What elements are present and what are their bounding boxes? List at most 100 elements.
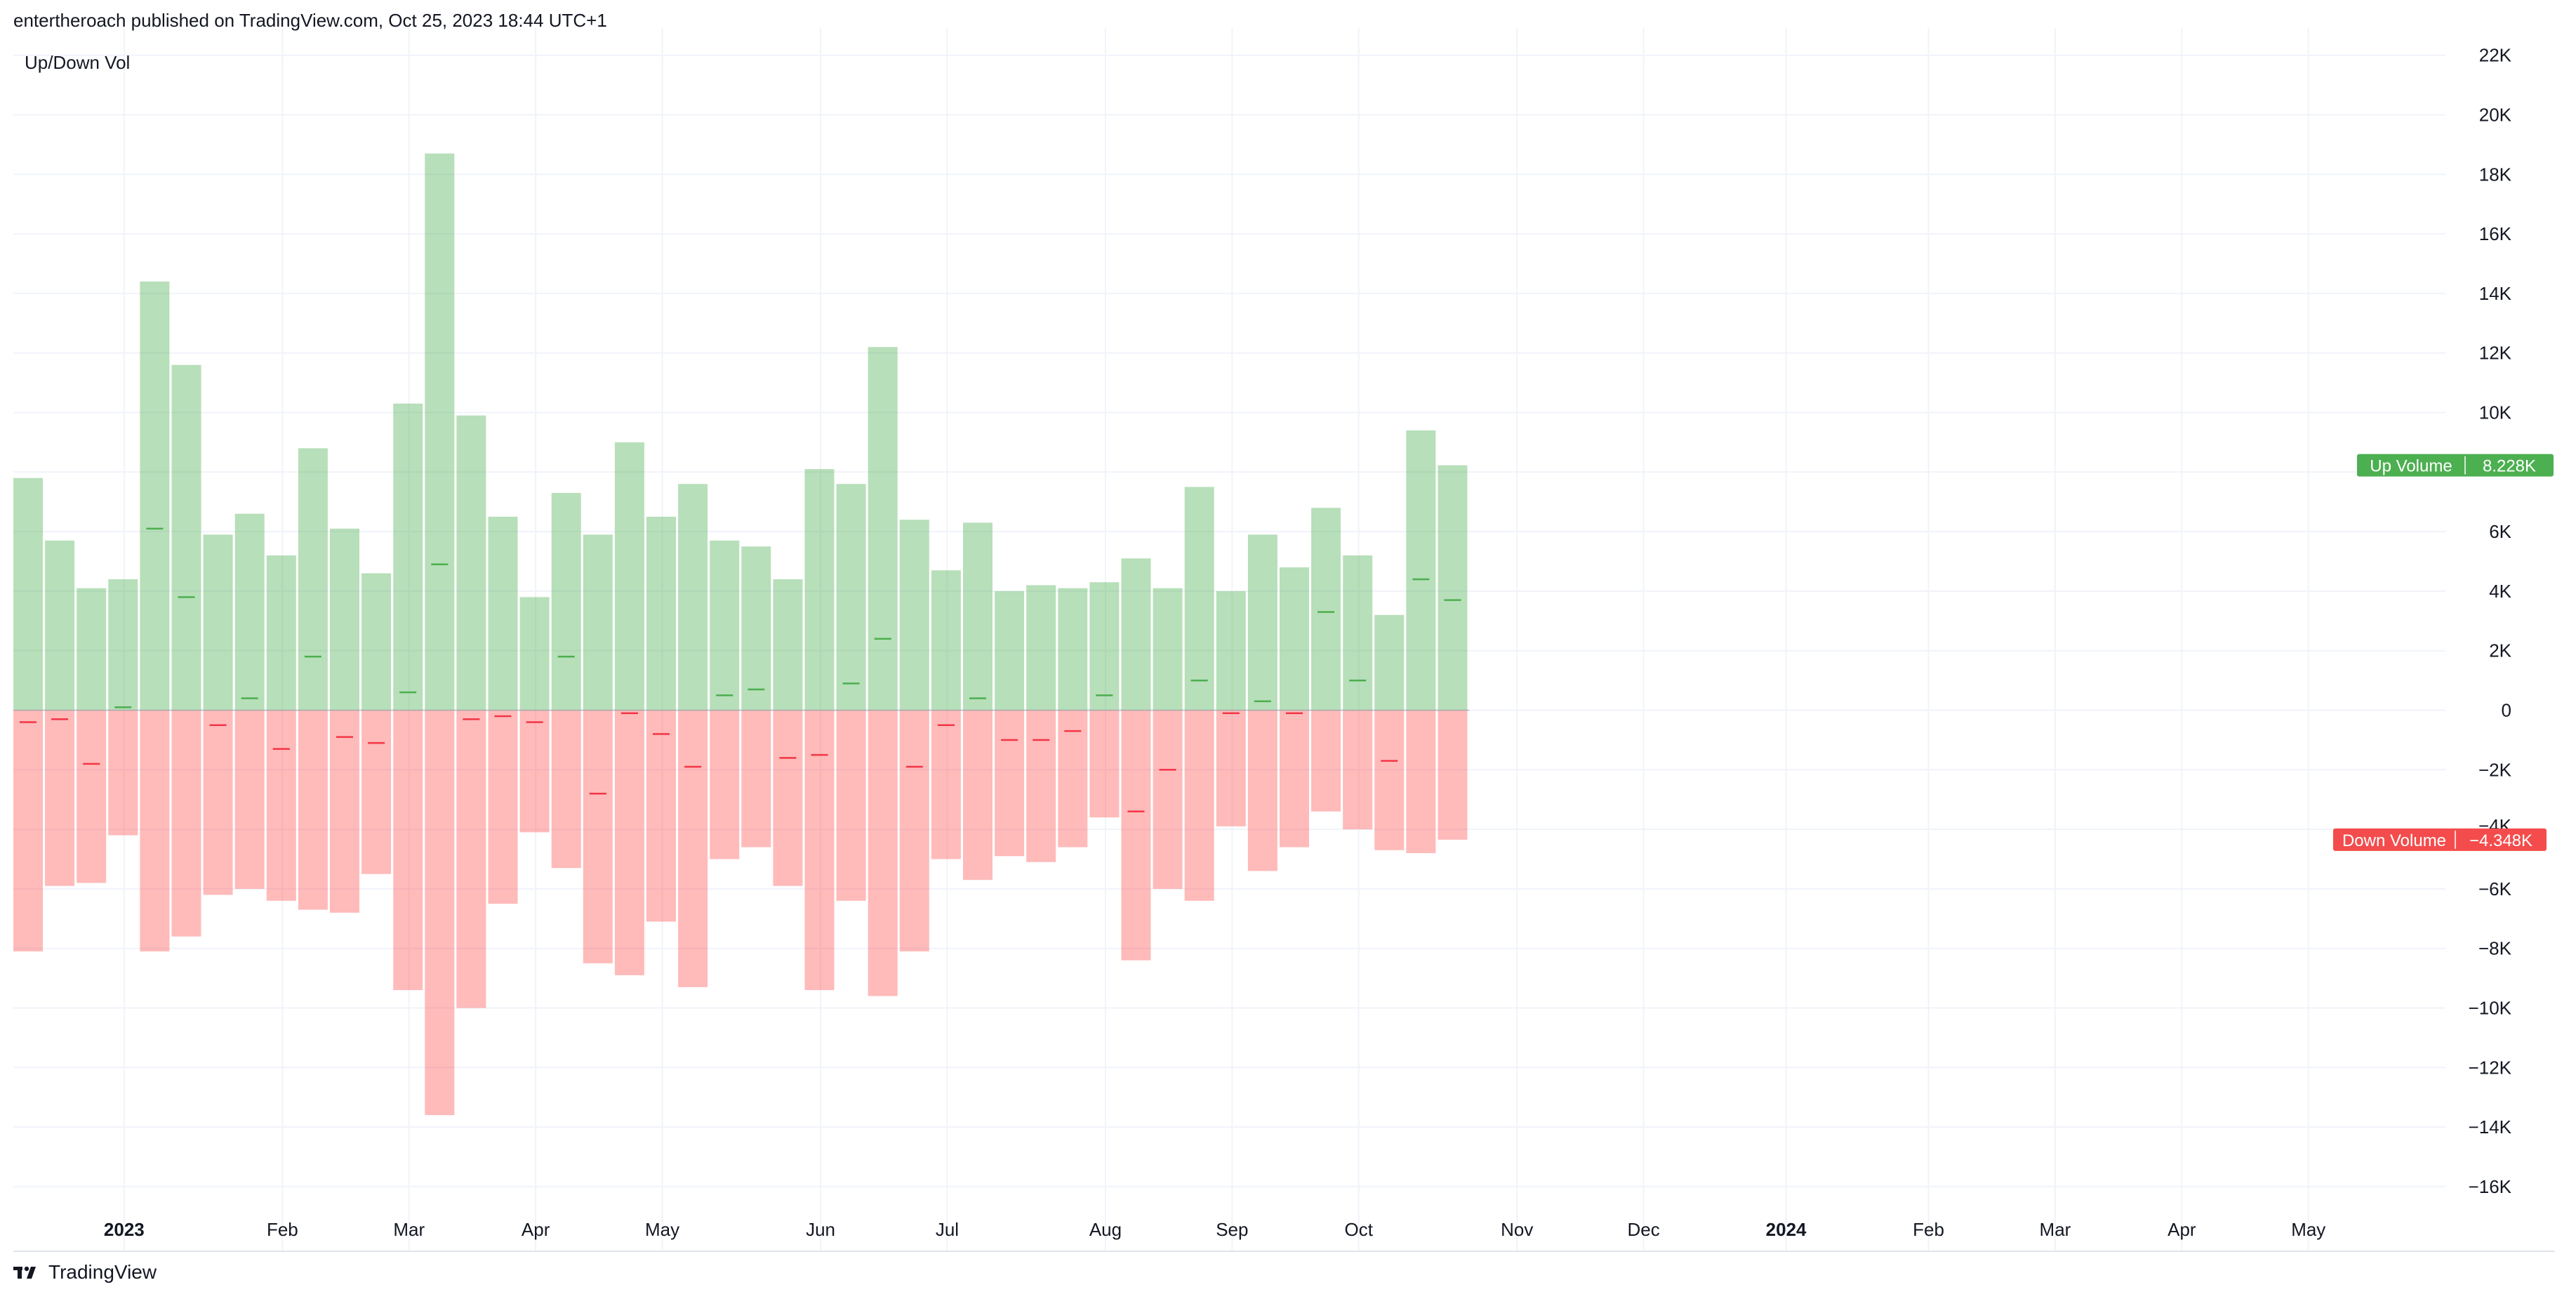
up-volume-bar[interactable] — [1058, 588, 1088, 711]
up-volume-bar[interactable] — [1311, 508, 1341, 711]
up-volume-bar[interactable] — [646, 516, 676, 711]
up-volume-bar[interactable] — [1121, 558, 1151, 711]
up-volume-bar[interactable] — [741, 546, 771, 711]
indicator-title[interactable]: Up/Down Vol — [25, 52, 130, 73]
down-volume-bar[interactable] — [551, 710, 581, 869]
up-volume-bar[interactable] — [1280, 567, 1309, 711]
up-volume-bar[interactable] — [710, 540, 740, 711]
up-volume-bar[interactable] — [1406, 430, 1436, 711]
down-volume-bar[interactable] — [1026, 710, 1056, 862]
down-volume-bar[interactable] — [171, 710, 201, 937]
up-volume-bar[interactable] — [931, 570, 961, 711]
up-volume-bar[interactable] — [108, 579, 138, 711]
down-volume-bar[interactable] — [361, 710, 392, 874]
up-volume-bar[interactable] — [77, 588, 107, 711]
down-volume-bar[interactable] — [899, 710, 929, 951]
up-volume-bar[interactable] — [45, 540, 75, 711]
down-volume-bar[interactable] — [1058, 710, 1088, 848]
up-volume-bar[interactable] — [519, 597, 550, 711]
footer-brand[interactable]: TradingView — [48, 1261, 157, 1283]
up-volume-bar[interactable] — [140, 281, 170, 711]
down-volume-bar[interactable] — [995, 710, 1025, 857]
up-volume-bar[interactable] — [1438, 465, 1468, 711]
x-tick-label: Jul — [936, 1219, 959, 1240]
up-volume-bar[interactable] — [171, 364, 201, 711]
down-volume-bar[interactable] — [140, 710, 170, 951]
down-volume-bar[interactable] — [1280, 710, 1309, 848]
up-volume-bar[interactable] — [393, 403, 423, 711]
down-volume-bar[interactable] — [1247, 710, 1277, 871]
x-tick-label: Dec — [1628, 1219, 1660, 1240]
down-volume-bar[interactable] — [13, 710, 43, 951]
down-volume-bar[interactable] — [456, 710, 486, 1008]
down-volume-bar[interactable] — [1121, 710, 1151, 961]
down-volume-bar[interactable] — [425, 710, 455, 1116]
down-volume-bar[interactable] — [1089, 710, 1120, 818]
down-volume-bar[interactable] — [45, 710, 75, 886]
down-volume-bar[interactable] — [614, 710, 644, 975]
up-volume-bar[interactable] — [1216, 591, 1246, 711]
up-volume-bar[interactable] — [1184, 487, 1214, 711]
up-volume-bar[interactable] — [330, 528, 359, 711]
down-volume-bar[interactable] — [836, 710, 866, 901]
publish-header: entertheroach published on TradingView.c… — [13, 10, 607, 31]
down-volume-bar[interactable] — [963, 710, 992, 881]
up-volume-bar[interactable] — [678, 484, 708, 711]
up-volume-bar[interactable] — [361, 573, 392, 711]
down-volume-bar[interactable] — [234, 710, 265, 889]
down-volume-bar[interactable] — [203, 710, 233, 895]
down-volume-bar[interactable] — [1406, 710, 1436, 854]
down-volume-bar[interactable] — [583, 710, 613, 963]
down-volume-bar[interactable] — [646, 710, 676, 922]
down-volume-bar[interactable] — [108, 710, 138, 836]
down-volume-bar[interactable] — [741, 710, 771, 848]
down-volume-bar[interactable] — [1374, 710, 1405, 850]
down-volume-bar[interactable] — [77, 710, 107, 883]
down-volume-bar[interactable] — [710, 710, 740, 859]
down-volume-bar[interactable] — [519, 710, 550, 833]
up-volume-bar[interactable] — [804, 469, 835, 711]
up-volume-bar[interactable] — [456, 415, 486, 711]
up-volume-bar[interactable] — [995, 591, 1025, 711]
up-volume-bar[interactable] — [425, 153, 455, 711]
up-volume-bar[interactable] — [963, 522, 992, 711]
down-volume-bar[interactable] — [488, 710, 518, 904]
up-volume-bar[interactable] — [234, 513, 265, 711]
down-volume-bar[interactable] — [804, 710, 835, 991]
up-volume-bar[interactable] — [266, 555, 296, 711]
down-volume-bar[interactable] — [1343, 710, 1373, 830]
down-volume-bar[interactable] — [1216, 710, 1246, 826]
down-volume-bar[interactable] — [266, 710, 296, 901]
down-volume-bar[interactable] — [773, 710, 803, 886]
down-volume-bar[interactable] — [393, 710, 423, 991]
up-volume-bar[interactable] — [614, 442, 644, 711]
up-volume-bar[interactable] — [488, 516, 518, 711]
up-volume-bar[interactable] — [1247, 534, 1277, 711]
down-volume-bar[interactable] — [931, 710, 961, 859]
up-volume-bar[interactable] — [1343, 555, 1373, 711]
down-volume-bar[interactable] — [1153, 710, 1183, 889]
up-volume-bar[interactable] — [836, 484, 866, 711]
up-volume-bar[interactable] — [551, 492, 581, 711]
down-volume-bar[interactable] — [678, 710, 708, 987]
down-volume-bar[interactable] — [298, 710, 328, 910]
down-volume-bar[interactable] — [1311, 710, 1341, 812]
up-volume-bar[interactable] — [583, 534, 613, 711]
up-volume-bar[interactable] — [1374, 614, 1405, 711]
tradingview-logo-icon[interactable] — [13, 1265, 41, 1280]
up-volume-bar[interactable] — [868, 347, 898, 711]
down-volume-bar[interactable] — [1184, 710, 1214, 901]
up-volume-bar[interactable] — [773, 579, 803, 711]
down-volume-bar[interactable] — [868, 710, 898, 996]
up-volume-bar[interactable] — [13, 477, 43, 711]
up-volume-bar[interactable] — [203, 534, 233, 711]
up-volume-bar[interactable] — [1153, 588, 1183, 711]
up-volume-bar[interactable] — [1026, 585, 1056, 711]
down-volume-bar[interactable] — [1438, 710, 1468, 840]
up-volume-bar[interactable] — [899, 520, 929, 711]
up-volume-bar[interactable] — [1089, 582, 1120, 711]
down-volume-bar[interactable] — [330, 710, 359, 913]
up-volume-bar[interactable] — [298, 448, 328, 711]
x-tick-label: Feb — [1913, 1219, 1944, 1240]
